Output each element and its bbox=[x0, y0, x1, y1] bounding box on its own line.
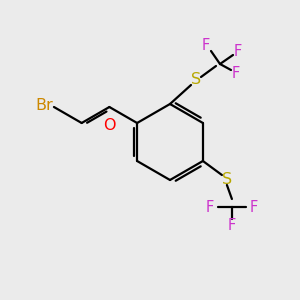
Text: O: O bbox=[103, 118, 116, 133]
Text: F: F bbox=[202, 38, 210, 53]
Text: F: F bbox=[206, 200, 214, 214]
Text: F: F bbox=[250, 200, 258, 214]
Text: S: S bbox=[191, 73, 201, 88]
Text: F: F bbox=[232, 67, 240, 82]
Text: F: F bbox=[234, 44, 242, 59]
Text: F: F bbox=[228, 218, 236, 232]
Text: Br: Br bbox=[35, 98, 53, 112]
Text: S: S bbox=[222, 172, 232, 187]
